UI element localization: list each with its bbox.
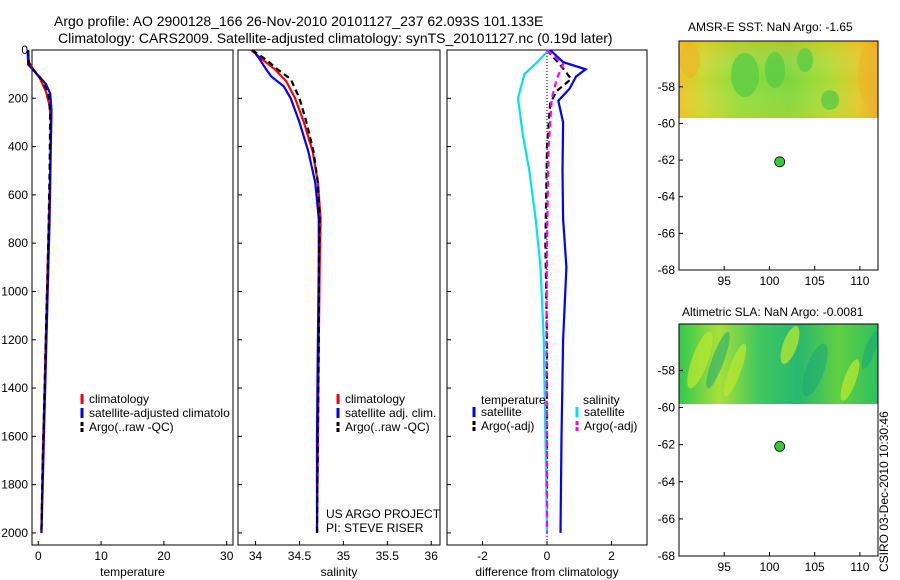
figure-subtitle: Climatology: CARS2009. Satellite-adjuste… [58, 30, 613, 46]
diff-legend-label: satellite [481, 405, 522, 419]
sst-xtick-label: 95 [718, 274, 732, 288]
temp-ytick-label: 600 [8, 188, 28, 202]
temp-xtick-label: 30 [220, 549, 234, 563]
sst-xtick-label: 105 [805, 274, 825, 288]
temp-xtick-label: 0 [35, 549, 42, 563]
sla-xtick-label: 95 [718, 560, 732, 574]
temp-xlabel: temperature [100, 565, 165, 579]
sla-ytick-label: -58 [658, 363, 676, 377]
sst-map-panel: AMSR-E SST: NaN Argo: -1.65 95 100 105 110 -… [658, 20, 879, 288]
sst-blobs [731, 48, 839, 110]
temp-ytick-label: 800 [8, 236, 28, 250]
sla-xtick-label: 110 [850, 560, 869, 574]
sst-profile-location-marker [774, 156, 786, 168]
credit-project: US ARGO PROJECT [326, 507, 441, 521]
temp-legend-label: climatology [89, 392, 149, 406]
sst-ytick-label: -60 [658, 116, 676, 130]
sst-ytick-label: -58 [658, 80, 676, 94]
figure-title: Argo profile: AO 2900128_166 26-Nov-2010… [54, 13, 543, 29]
sal-legend-label: Argo(..raw -QC) [345, 420, 430, 434]
temp-ytick-label: 1200 [1, 333, 28, 347]
sst-blobs-warm [680, 42, 878, 105]
temp-ytick-label: 200 [8, 91, 28, 105]
diff-series-temperature-satellite [549, 49, 589, 533]
temp-legend-label: satellite-adjusted climatolo [89, 406, 230, 420]
sal-xtick-label: 34 [249, 549, 263, 563]
sal-series-climatology [250, 49, 322, 533]
sal-plot-frame [237, 49, 441, 546]
sal-xlabel: salinity [321, 565, 358, 579]
temp-ytick-label: 0 [21, 43, 28, 57]
diff-legend-title-temperature: temperature [481, 393, 546, 407]
diff-xtick-label: -2 [477, 549, 488, 563]
sal-xtick-label: 35.5 [376, 549, 400, 563]
diff-legend-label: Argo(-adj) [481, 419, 534, 433]
difference-panel: -2 0 2 difference from climatology temperatu… [446, 49, 648, 579]
temp-ytick-label: 1600 [1, 429, 28, 443]
diff-series-salinity-satellite [516, 49, 550, 533]
sla-profile-location-marker [774, 440, 786, 452]
temp-ytick-label: 1800 [1, 478, 28, 492]
diff-xlabel: difference from climatology [475, 565, 618, 579]
sal-series-argo-raw-qc [251, 49, 321, 533]
diff-series-temperature-argo-adj [544, 49, 573, 533]
diff-series-salinity-argo-adj [545, 49, 565, 533]
sst-map-title: AMSR-E SST: NaN Argo: -1.65 [688, 20, 853, 34]
sst-ytick-label: -68 [658, 263, 676, 277]
sla-xtick-label: 105 [805, 560, 825, 574]
sal-xtick-label: 35 [337, 549, 351, 563]
sla-ytick-label: -66 [658, 512, 676, 526]
temp-ytick-label: 2000 [1, 526, 28, 540]
sal-xtick-label: 34.5 [288, 549, 312, 563]
diff-legend-label: satellite [584, 405, 625, 419]
diff-xtick-label: 0 [544, 549, 551, 563]
sla-map-frame [678, 323, 879, 557]
temp-xtick-label: 10 [94, 549, 108, 563]
sla-ytick-label: -64 [658, 475, 676, 489]
sla-map-panel: Altimetric SLA: NaN Argo: -0.0081 95 100 1… [658, 305, 879, 574]
diff-legend-title-salinity: salinity [583, 393, 620, 407]
sla-map-title: Altimetric SLA: NaN Argo: -0.0081 [682, 305, 864, 319]
salinity-panel: 34 34.5 35 35.5 36 salinity climatologysatelli… [237, 49, 441, 579]
sst-xtick-label: 110 [850, 274, 869, 288]
diff-xtick-label: 2 [608, 549, 615, 563]
sst-ytick-label: -64 [658, 190, 676, 204]
sla-ytick-label: -60 [658, 401, 676, 415]
temp-legend-label: Argo(..raw -QC) [89, 420, 174, 434]
sla-streaks [687, 326, 860, 401]
sla-ytick-label: -68 [658, 549, 676, 563]
temp-xtick-label: 20 [157, 549, 171, 563]
sst-ytick-label: -66 [658, 226, 676, 240]
sal-legend-label: satellite adj. clim. [345, 406, 436, 420]
sst-xtick-label: 100 [759, 274, 779, 288]
sla-xtick-label: 100 [759, 560, 779, 574]
credit-pi: PI: STEVE RISER [326, 521, 424, 535]
sla-ytick-label: -62 [658, 438, 676, 452]
temp-series-satellite-adjusted-climatology [26, 49, 53, 533]
sla-streaks-dark [706, 331, 879, 397]
sst-ytick-label: -62 [658, 153, 676, 167]
temp-ytick-label: 400 [8, 140, 28, 154]
sst-map-frame [678, 40, 879, 271]
timestamp: CSIRO 03-Dec-2010 10:30:46 [877, 411, 891, 572]
temperature-panel: 0 10 20 30 0 200 400 600 800 1000 1200 1400 1600 1800… [1, 43, 233, 579]
sal-series-satellite-adj-clim [252, 49, 320, 533]
temp-ytick-label: 1000 [1, 284, 28, 298]
sal-legend-label: climatology [345, 392, 405, 406]
sal-xtick-label: 36 [425, 549, 439, 563]
diff-legend-label: Argo(-adj) [584, 419, 637, 433]
temp-plot-frame [31, 49, 234, 546]
temp-ytick-label: 1400 [1, 381, 28, 395]
